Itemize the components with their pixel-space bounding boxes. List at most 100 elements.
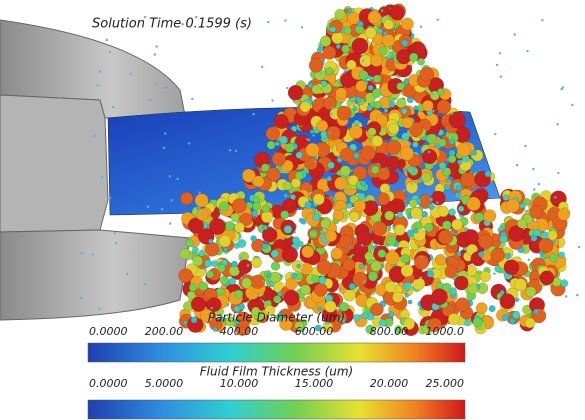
particle	[193, 256, 203, 266]
particle	[394, 224, 405, 235]
droplet	[326, 228, 328, 230]
particle	[356, 97, 362, 103]
particle	[378, 250, 386, 258]
particle	[353, 314, 360, 321]
particle	[385, 251, 399, 265]
particle	[337, 106, 351, 120]
droplet	[362, 60, 364, 62]
colorbar-label: 5.0000	[145, 377, 184, 390]
droplet	[240, 257, 242, 259]
particle	[292, 237, 299, 244]
droplet	[144, 283, 146, 285]
particle	[299, 218, 304, 223]
particle	[396, 98, 406, 108]
droplet	[197, 265, 199, 267]
particle	[340, 148, 354, 162]
droplet	[353, 104, 355, 106]
particle	[500, 294, 515, 309]
particle	[372, 136, 383, 147]
colorbar-label: 1000.0	[426, 325, 465, 338]
particle	[384, 211, 394, 221]
droplet	[81, 252, 83, 254]
particle	[323, 46, 337, 60]
particle	[401, 108, 407, 114]
droplet	[496, 64, 498, 66]
droplet	[99, 70, 101, 72]
particle	[179, 268, 193, 282]
particle	[460, 172, 474, 186]
particle	[360, 55, 372, 67]
particle	[473, 317, 483, 327]
particle	[285, 278, 297, 290]
particle	[183, 320, 187, 324]
particle	[335, 9, 346, 20]
droplet	[436, 201, 438, 203]
droplet	[556, 123, 558, 125]
colorbar-label: 0.0000	[89, 325, 128, 338]
droplet	[161, 208, 163, 210]
droplet	[98, 308, 100, 310]
particle	[540, 271, 554, 285]
particle	[373, 222, 387, 236]
particle	[232, 198, 247, 213]
particle	[549, 253, 558, 262]
droplet	[493, 273, 495, 275]
particle	[313, 213, 320, 220]
particle	[251, 257, 261, 267]
particle	[382, 34, 395, 47]
particle	[283, 181, 292, 190]
solution-time: Solution Time 0.1599 (s)	[92, 17, 252, 32]
particle	[358, 193, 365, 200]
particle	[368, 272, 378, 282]
particle	[424, 223, 433, 232]
droplet	[106, 39, 108, 41]
particle	[529, 206, 542, 219]
particle	[370, 303, 383, 316]
particle	[229, 278, 236, 285]
particle	[361, 181, 367, 187]
droplet	[163, 147, 165, 149]
particle	[402, 133, 410, 141]
droplet	[420, 256, 422, 258]
particle	[297, 264, 301, 268]
particle	[371, 166, 379, 174]
particle	[305, 202, 312, 209]
particle	[333, 210, 344, 221]
particle	[379, 46, 388, 55]
droplet	[412, 171, 414, 173]
particle	[526, 287, 536, 297]
droplet	[285, 141, 287, 143]
droplet	[247, 264, 249, 266]
particle	[320, 36, 331, 47]
droplet	[281, 275, 283, 277]
particle	[323, 97, 336, 110]
particle	[306, 143, 320, 157]
droplet	[314, 160, 316, 162]
particle	[538, 238, 553, 253]
particle	[231, 213, 240, 222]
particle	[446, 178, 450, 182]
particle	[489, 305, 495, 311]
particle	[343, 289, 355, 301]
colorbar-label: 200.00	[145, 325, 184, 338]
particle	[317, 47, 322, 52]
droplet	[155, 45, 157, 47]
particle	[385, 281, 396, 292]
droplet	[381, 9, 383, 11]
particle	[548, 231, 558, 241]
droplet	[578, 246, 580, 248]
droplet	[410, 183, 412, 185]
droplet	[240, 277, 242, 279]
particle	[346, 60, 356, 70]
particle	[411, 207, 423, 219]
droplet	[198, 191, 200, 193]
particle	[558, 209, 570, 221]
particle	[373, 75, 381, 83]
particle	[354, 120, 360, 126]
particle	[206, 271, 213, 278]
particle	[559, 252, 565, 258]
particle	[275, 141, 280, 146]
particle	[409, 199, 417, 207]
particle	[408, 300, 412, 304]
particle	[266, 127, 280, 141]
